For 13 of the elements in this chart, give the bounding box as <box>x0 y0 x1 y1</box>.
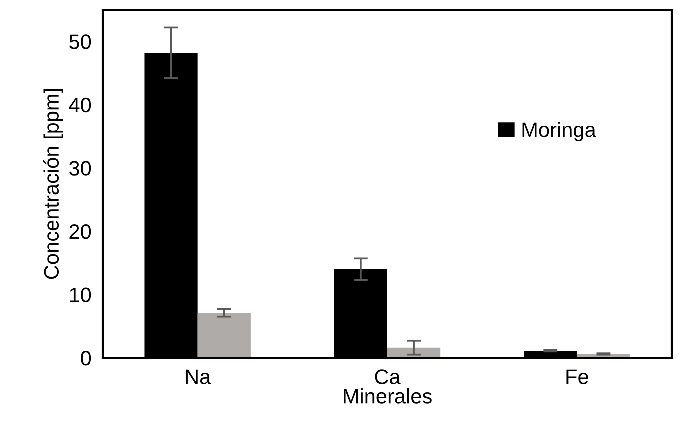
y-tick-label: 30 <box>70 161 92 176</box>
bar <box>198 313 251 358</box>
x-tick-label: Na <box>186 370 212 384</box>
y-tick-label: 50 <box>70 34 92 50</box>
y-tick-label: 20 <box>70 224 92 240</box>
y-axis-title: Concentración [ppm] <box>44 89 64 280</box>
x-tick-label: Fe <box>566 370 588 384</box>
y-tick-label: 10 <box>70 288 92 302</box>
y-tick-label: 40 <box>69 98 92 113</box>
x-tick-label: Ca <box>375 370 401 384</box>
x-axis-title: Minerales <box>344 388 432 404</box>
y-tick-label: 0 <box>81 351 92 366</box>
legend-label: Moringa <box>522 122 596 142</box>
